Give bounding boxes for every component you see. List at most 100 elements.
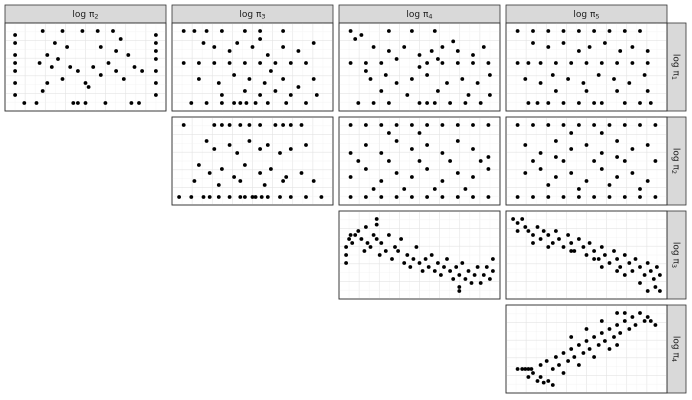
scatter-point xyxy=(455,123,460,127)
scatter-point xyxy=(622,253,627,257)
scatter-point xyxy=(281,179,285,183)
scatter-point xyxy=(486,61,491,65)
scatter-point xyxy=(638,123,642,127)
scatter-point xyxy=(65,45,69,49)
scatter-point xyxy=(13,69,17,73)
scatter-point xyxy=(374,217,379,221)
scatter-point xyxy=(356,159,361,163)
scatter-point xyxy=(374,237,379,241)
scatter-point xyxy=(523,143,528,147)
scatter-point xyxy=(448,269,452,273)
scatter-point xyxy=(13,41,17,45)
scatter-point xyxy=(410,123,414,127)
scatter-point xyxy=(486,155,491,159)
scatter-point xyxy=(114,69,118,73)
scatter-point xyxy=(526,101,531,105)
scatter-point xyxy=(440,195,445,199)
scatter-point xyxy=(402,187,407,191)
scatter-point xyxy=(181,123,186,127)
scatter-point xyxy=(658,289,662,293)
scatter-point xyxy=(364,69,368,73)
scatter-point xyxy=(299,123,304,127)
scatter-point xyxy=(394,171,399,175)
scatter-point xyxy=(425,101,429,105)
scatter-point xyxy=(569,347,574,351)
scatter-point xyxy=(572,249,577,253)
scatter-point xyxy=(645,289,650,293)
scatter-point xyxy=(615,61,619,65)
scatter-point xyxy=(288,123,293,127)
scatter-point xyxy=(599,151,604,155)
scatter-point xyxy=(569,171,574,175)
scatter-point xyxy=(394,81,399,85)
scatter-point xyxy=(535,101,540,105)
scatter-point xyxy=(471,53,475,57)
scatter-point xyxy=(645,143,650,147)
scatter-point xyxy=(627,261,632,265)
row-strip-label: log π2 xyxy=(670,148,681,174)
scatter-point xyxy=(402,45,407,49)
scatter-point xyxy=(311,41,316,45)
scatter-point xyxy=(531,41,535,45)
scatter-point xyxy=(550,367,555,371)
scatter-point xyxy=(212,45,217,49)
scatter-point xyxy=(250,195,255,199)
column-strip-label: log π2 xyxy=(72,10,98,21)
scatter-point xyxy=(281,45,285,49)
scatter-point xyxy=(622,311,627,315)
scatter-point xyxy=(227,123,232,127)
scatter-point xyxy=(432,101,437,105)
scatter-point xyxy=(356,229,361,233)
scatter-point xyxy=(478,281,483,285)
scatter-point xyxy=(350,241,355,245)
scatter-point xyxy=(189,195,194,199)
scatter-point xyxy=(436,89,440,93)
scatter-point xyxy=(592,101,596,105)
scatter-point xyxy=(296,85,301,89)
scatter-point xyxy=(425,167,429,171)
scatter-point xyxy=(442,265,446,269)
scatter-point xyxy=(394,123,399,127)
scatter-point xyxy=(584,89,589,93)
scatter-point xyxy=(577,49,581,53)
scatter-point xyxy=(216,195,221,199)
scatter-point xyxy=(410,77,414,81)
scatter-point xyxy=(471,61,475,65)
scatter-point xyxy=(49,65,54,69)
scatter-point xyxy=(95,29,100,33)
scatter-point xyxy=(569,61,574,65)
scatter-point xyxy=(238,195,243,199)
scatter-point xyxy=(269,69,273,73)
scatter-point xyxy=(344,261,348,265)
scatter-point xyxy=(520,217,525,221)
scatter-point xyxy=(546,195,551,199)
scatter-point xyxy=(304,101,308,105)
scatter-point xyxy=(348,29,353,33)
scatter-point xyxy=(154,49,158,53)
scatter-point xyxy=(425,61,429,65)
scatter-point xyxy=(638,281,642,285)
scatter-point xyxy=(154,69,158,73)
scatter-point xyxy=(615,269,619,273)
scatter-point xyxy=(648,101,653,105)
scatter-point xyxy=(379,179,384,183)
scatter-point xyxy=(587,241,592,245)
row-strip-1: log π1 xyxy=(666,22,687,112)
scatter-point xyxy=(642,273,647,277)
scatter-point xyxy=(622,123,627,127)
scatter-point xyxy=(546,233,551,237)
scatter-point xyxy=(383,73,388,77)
scatter-point xyxy=(546,379,551,383)
scatter-point xyxy=(638,101,642,105)
scatter-point xyxy=(387,159,391,163)
scatter-point xyxy=(607,195,612,199)
scatter-point xyxy=(37,61,42,65)
scatter-point xyxy=(481,45,486,49)
scatter-point xyxy=(445,257,449,261)
scatter-point xyxy=(561,195,566,199)
scatter-point xyxy=(607,347,612,351)
scatter-point xyxy=(364,167,368,171)
scatter-point xyxy=(273,123,278,127)
scatter-point xyxy=(201,41,206,45)
panel-r3-c3 xyxy=(338,210,501,300)
